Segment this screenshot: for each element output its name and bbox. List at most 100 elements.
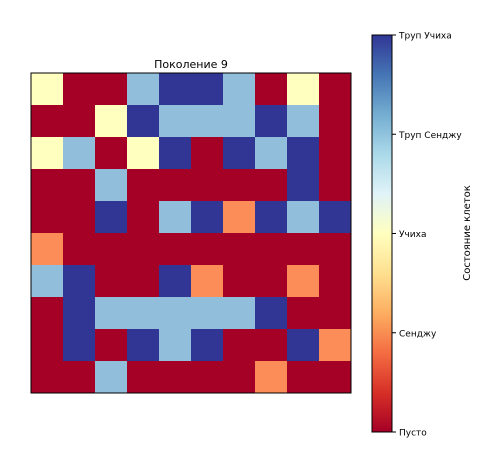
heatmap-cell [127,137,160,170]
heatmap-cell [63,297,96,330]
heatmap-cell [63,137,96,170]
colorbar-tick-label: Сенджу [399,329,437,339]
heatmap-cell [255,297,288,330]
heatmap-cell [127,361,160,394]
heatmap-cell [95,201,128,234]
heatmap-cell [287,265,320,298]
heatmap-cell [95,361,128,394]
heatmap-cell [191,105,224,138]
heatmap-cell [31,201,64,234]
heatmap-cell [127,265,160,298]
heatmap-cell [255,361,288,394]
heatmap-cell [223,361,256,394]
heatmap-cell [63,265,96,298]
heatmap-cell [255,329,288,362]
heatmap-cell [159,297,192,330]
heatmap-cell [159,169,192,202]
heatmap-cell [287,169,320,202]
heatmap-cell [127,105,160,138]
heatmap-cell [127,297,160,330]
colorbar-tick-label: Учиха [399,230,427,240]
heatmap-cell [127,169,160,202]
heatmap-cell [31,361,64,394]
heatmap-cell [319,329,352,362]
heatmap-cell [159,137,192,170]
heatmap-cell [31,169,64,202]
plot-frame [30,72,352,394]
heatmap-cell [159,201,192,234]
heatmap-cell [31,297,64,330]
heatmap-cell [287,361,320,394]
heatmap-cell [31,105,64,138]
heatmap-cell [287,73,320,106]
heatmap-cell [63,201,96,234]
heatmap-cell [63,361,96,394]
heatmap-cell [159,73,192,106]
heatmap-cell [319,137,352,170]
heatmap-cell [223,137,256,170]
heatmap-cell [255,137,288,170]
heatmap-cell [319,265,352,298]
heatmap-cell [95,169,128,202]
heatmap-cell [127,73,160,106]
colorbar-tick-label: Труп Сенджу [398,131,462,141]
heatmap-cell [95,73,128,106]
heatmap-cell [31,73,64,106]
heatmap-cell [63,105,96,138]
heatmap-cell [223,233,256,266]
heatmap-cell [191,329,224,362]
heatmap-cell [255,105,288,138]
heatmap-cell [95,297,128,330]
heatmap-cell [63,73,96,106]
colorbar-tick-label: Пусто [399,429,427,439]
heatmap-cell [159,361,192,394]
heatmap-cell [95,137,128,170]
heatmap-cell [287,297,320,330]
heatmap-cell [223,329,256,362]
heatmap-cell [31,265,64,298]
heatmap-cell [255,233,288,266]
heatmap-cell [191,361,224,394]
heatmap-cell [287,105,320,138]
heatmap-cell [159,105,192,138]
heatmap-cell [95,233,128,266]
heatmap-cell [191,265,224,298]
heatmap-cell [63,329,96,362]
colorbar [371,34,393,433]
heatmap-cell [31,233,64,266]
heatmap-cell [127,201,160,234]
heatmap-cell [319,361,352,394]
heatmap-cell [223,105,256,138]
heatmap-cell [319,233,352,266]
colorbar-label: Состояние клеток [462,185,473,281]
heatmap-cell [31,137,64,170]
heatmap-cell [223,169,256,202]
heatmap-cell [31,329,64,362]
heatmap-cell [319,169,352,202]
heatmap-cell [191,73,224,106]
heatmap-cell [95,105,128,138]
heatmap-cell [319,201,352,234]
heatmap-cell [63,169,96,202]
heatmap-cell [159,329,192,362]
heatmap-cell [95,265,128,298]
heatmap-cell [319,297,352,330]
heatmap-cell [191,169,224,202]
heatmap-cell [95,329,128,362]
heatmap-cell [191,297,224,330]
heatmap-cell [127,329,160,362]
heatmap-cell [255,265,288,298]
heatmap-cell [223,73,256,106]
heatmap-cell [287,233,320,266]
heatmap-cell [255,73,288,106]
heatmap-cell [287,329,320,362]
heatmap-cell [191,201,224,234]
chart-title: Поколение 9 [154,58,228,71]
heatmap-cell [319,105,352,138]
heatmap-cell [287,201,320,234]
heatmap-cell [287,137,320,170]
heatmap-cell [319,73,352,106]
colorbar-ticks: Труп Учиха Труп Сенджу Учиха Сенджу Пусто [392,32,462,439]
heatmap-cell [63,233,96,266]
